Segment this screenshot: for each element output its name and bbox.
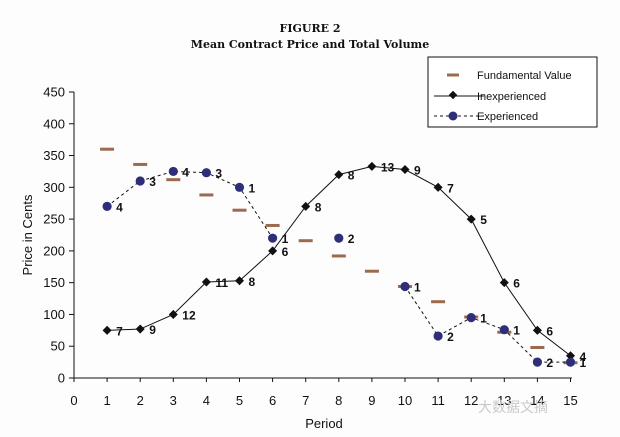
inexperienced-point: [532, 325, 542, 335]
y-axis-label: Price in Cents: [20, 194, 35, 275]
inexperienced-volume-label: 6: [282, 245, 289, 259]
inexperienced-volume-label: 12: [182, 308, 196, 322]
x-tick-label: 7: [302, 393, 309, 408]
x-tick-label: 14: [530, 393, 544, 408]
legend-experienced-label: Experienced: [477, 111, 538, 123]
inexperienced-point: [367, 161, 377, 171]
inexperienced-volume-label: 7: [447, 181, 454, 195]
inexperienced-volume-label: 6: [546, 324, 553, 338]
inexperienced-volume-label: 5: [480, 213, 487, 227]
experienced-volume-label: 2: [447, 330, 454, 344]
experienced-point: [334, 233, 344, 243]
inexperienced-volume-label: 8: [348, 169, 355, 183]
x-axis-label: Period: [305, 416, 343, 431]
experienced-volume-label: 3: [215, 167, 222, 181]
experienced-volume-label: 1: [480, 312, 487, 326]
experienced-volume-label: 2: [348, 232, 355, 246]
x-tick-group: 0 1 2 3 4 5 6 7 8 9 10 11 12 13 14 15: [70, 378, 578, 408]
legend: Fundamental Value Inexperienced Experien…: [427, 56, 598, 128]
experienced-point: [565, 357, 576, 367]
legend-inexperienced-marker: [448, 90, 458, 100]
experienced-point: [168, 166, 178, 177]
x-tick-label: 13: [497, 393, 511, 408]
x-tick-label: 5: [236, 393, 243, 408]
experienced-point: [234, 182, 245, 192]
y-tick-label: 400: [43, 116, 65, 131]
x-tick-label: 2: [137, 393, 144, 408]
y-tick-label: 150: [43, 275, 65, 290]
legend-fundamental-label: Fundamental Value: [477, 70, 572, 82]
x-tick-label: 3: [170, 393, 177, 408]
inexperienced-volume-label: 13: [381, 160, 395, 174]
figure-title: Mean Contract Price and Total Volume: [191, 38, 429, 51]
y-tick-label: 450: [43, 84, 65, 99]
inexperienced-volume-label: 9: [414, 164, 421, 178]
inexperienced-point: [400, 164, 410, 175]
inexperienced-volume-label: 6: [513, 277, 520, 291]
inexperienced-point: [201, 277, 211, 287]
watermark-text: 大数据文摘: [478, 399, 548, 415]
y-tick-group: 0 50 100 150 200 250 300 350 400 450: [43, 84, 74, 386]
experienced-point: [433, 331, 443, 341]
inexperienced-point: [334, 170, 344, 180]
inexperienced-point: [234, 276, 245, 286]
inexperienced-point: [135, 324, 145, 334]
experienced-point: [400, 281, 410, 292]
y-tick-label: 250: [43, 212, 65, 227]
experienced-line: [404, 286, 571, 363]
y-tick-label: 50: [51, 339, 65, 354]
experienced-volume-label: 1: [414, 280, 421, 294]
x-tick-label: 0: [70, 393, 77, 408]
y-tick-label: 350: [43, 148, 65, 163]
x-tick-label: 10: [398, 393, 412, 408]
y-tick-label: 200: [43, 243, 65, 258]
y-tick-label: 100: [43, 307, 65, 322]
inexperienced-point: [168, 309, 178, 319]
x-tick-label: 9: [368, 393, 375, 408]
experienced-point: [268, 233, 278, 243]
y-tick-label: 0: [58, 371, 65, 386]
inexperienced-volume-label: 4: [580, 350, 587, 364]
experienced-volume-label: 4: [182, 165, 189, 179]
inexperienced-volume-label: 8: [315, 200, 322, 214]
experienced-volume-label: 1: [513, 324, 520, 338]
fundamental-series: [100, 147, 578, 365]
experienced-point: [499, 325, 509, 335]
experienced-volume-label: 1: [249, 181, 256, 195]
x-tick-label: 6: [269, 393, 276, 408]
x-tick-label: 1: [103, 393, 110, 408]
x-tick-label: 8: [335, 393, 342, 408]
experienced-point: [532, 357, 543, 367]
experienced-volume-label: 3: [149, 175, 156, 189]
experienced-point: [466, 313, 476, 323]
x-tick-label: 15: [563, 393, 577, 408]
experienced-volume-label: 4: [116, 200, 123, 214]
inexperienced-point: [499, 278, 509, 288]
x-tick-label: 12: [464, 393, 478, 408]
x-tick-label: 4: [203, 393, 210, 408]
experienced-point: [102, 201, 112, 211]
experienced-volume-label: 1: [580, 356, 587, 370]
figure-label: FIGURE 2: [280, 22, 341, 35]
experienced-line: [106, 170, 274, 239]
x-tick-label: 11: [431, 393, 445, 408]
legend-inexperienced-label: Inexperienced: [477, 91, 546, 103]
experienced-point: [201, 168, 211, 178]
inexperienced-volume-label: 9: [149, 323, 156, 337]
inexperienced-volume-label: 8: [249, 275, 256, 289]
inexperienced-point: [102, 325, 112, 335]
experienced-volume-label: 2: [546, 356, 553, 370]
experienced-volume-label: 1: [282, 232, 289, 246]
experienced-point: [135, 176, 145, 186]
y-tick-label: 300: [43, 180, 65, 195]
inexperienced-volume-label: 11: [215, 276, 228, 290]
inexperienced-volume-label: 7: [116, 324, 123, 338]
legend-experienced-marker: [448, 111, 458, 121]
